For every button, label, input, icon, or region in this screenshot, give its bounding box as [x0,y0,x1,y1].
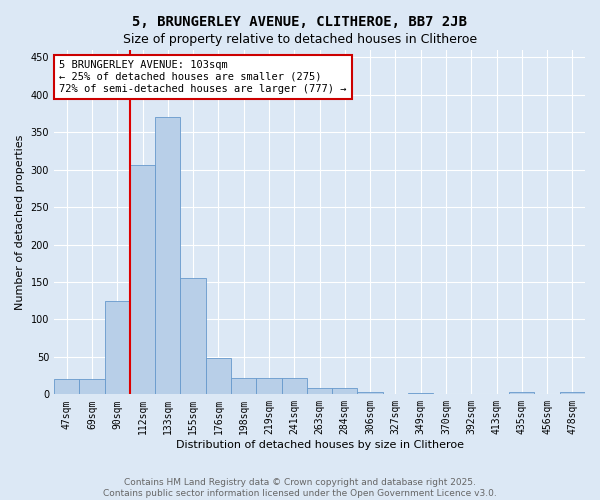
Bar [79,378,104,394]
Bar [358,392,383,394]
Bar [104,301,130,394]
Bar [281,378,307,394]
Bar [560,392,585,394]
Bar [307,388,332,394]
Text: Contains HM Land Registry data © Crown copyright and database right 2025.
Contai: Contains HM Land Registry data © Crown c… [103,478,497,498]
Bar [332,388,358,394]
Bar [509,392,535,394]
Bar [231,378,256,394]
Bar [155,118,181,394]
Bar [130,164,155,394]
Text: 5 BRUNGERLEY AVENUE: 103sqm
← 25% of detached houses are smaller (275)
72% of se: 5 BRUNGERLEY AVENUE: 103sqm ← 25% of det… [59,60,347,94]
Bar [408,393,433,394]
X-axis label: Distribution of detached houses by size in Clitheroe: Distribution of detached houses by size … [176,440,464,450]
Bar [54,378,79,394]
Bar [206,358,231,395]
Text: Size of property relative to detached houses in Clitheroe: Size of property relative to detached ho… [123,32,477,46]
Text: 5, BRUNGERLEY AVENUE, CLITHEROE, BB7 2JB: 5, BRUNGERLEY AVENUE, CLITHEROE, BB7 2JB [133,15,467,29]
Bar [256,378,281,394]
Bar [181,278,206,394]
Y-axis label: Number of detached properties: Number of detached properties [15,134,25,310]
